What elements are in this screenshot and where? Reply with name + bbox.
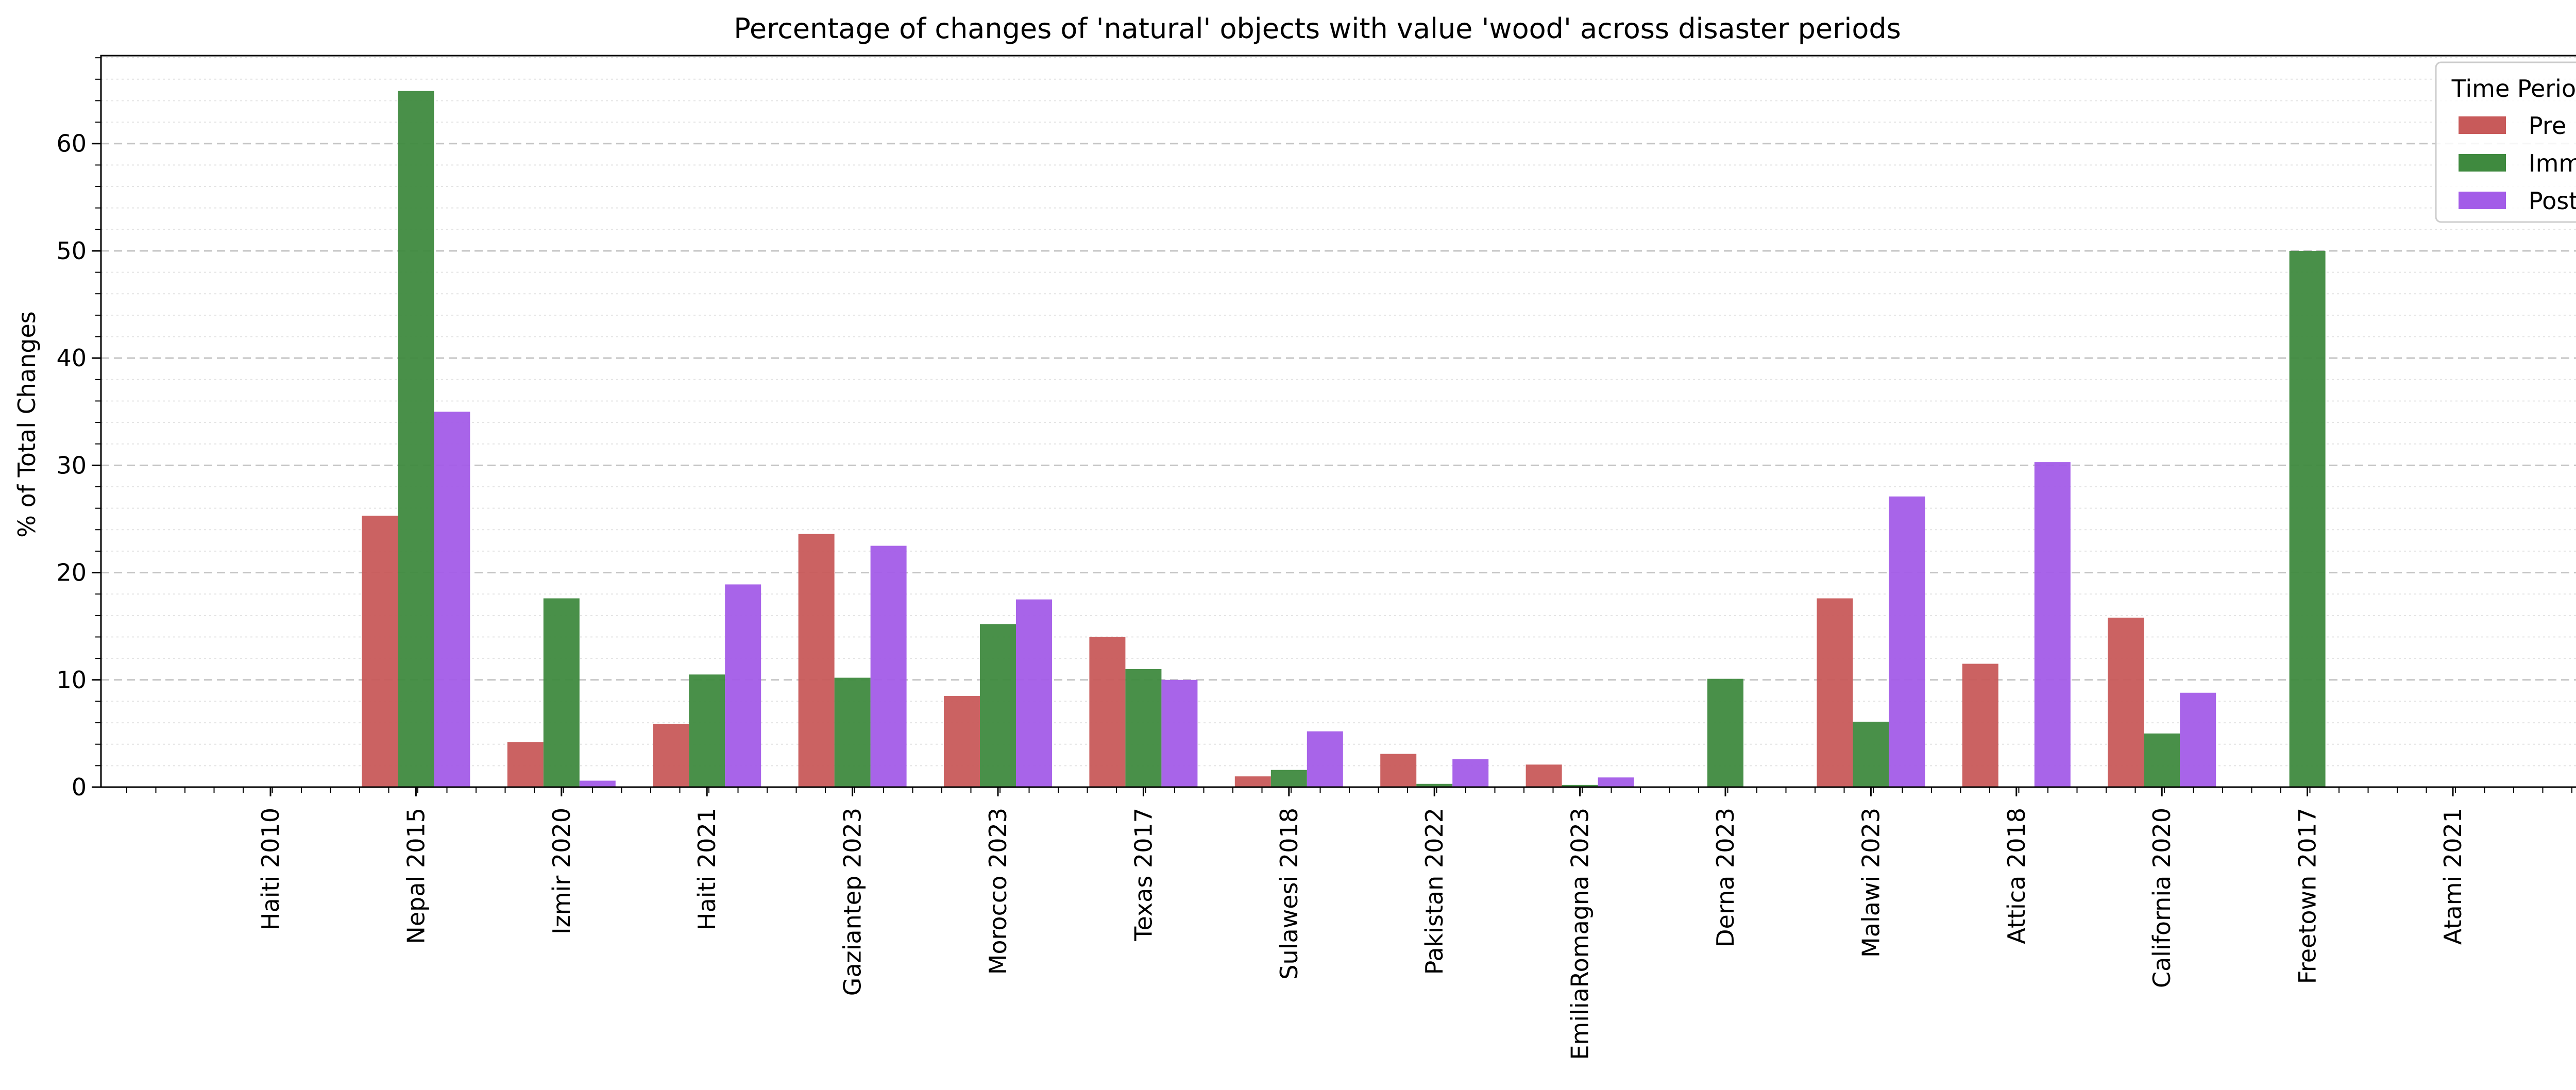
legend-swatch-pre <box>2459 116 2506 134</box>
bar-post <box>2180 692 2216 787</box>
bar-pre <box>653 724 689 787</box>
bar-imm <box>2144 733 2180 787</box>
bar-imm <box>1416 784 1453 787</box>
x-tick-label: Atami 2021 <box>2439 808 2467 945</box>
bar-imm <box>398 91 434 787</box>
bar-post <box>1889 496 1925 787</box>
legend-swatch-imm <box>2459 154 2506 172</box>
bar-pre <box>1380 754 1417 787</box>
bar-post <box>434 412 470 787</box>
x-tick-label: Malawi 2023 <box>1857 808 1885 958</box>
x-tick-label: Sulawesi 2018 <box>1275 808 1303 980</box>
bar-pre <box>507 742 544 787</box>
bar-imm <box>834 677 871 787</box>
x-tick-label: California 2020 <box>2148 808 2176 988</box>
bar-pre <box>1526 764 1562 787</box>
x-tick-label: Freetown 2017 <box>2294 808 2321 984</box>
bar-imm <box>1125 669 1162 787</box>
x-tick-label: Gaziantep 2023 <box>839 808 867 996</box>
bar-post <box>1598 777 1634 787</box>
bar-post <box>579 780 616 787</box>
bar-imm <box>1853 721 1889 787</box>
x-tick-label: Pakistan 2022 <box>1420 808 1448 975</box>
bar-post <box>725 584 761 787</box>
bar-imm <box>543 598 580 787</box>
axes: 0 10 20 30 40 50 60 Haiti 2010 Nepal 2015 Izmir 2… <box>56 57 2572 1060</box>
y-axis-label: % of Total Changes <box>13 311 41 537</box>
x-tick-label: Haiti 2010 <box>257 808 284 930</box>
x-tick-label: Derna 2023 <box>1711 808 1739 947</box>
bar-pre <box>1962 663 1998 787</box>
y-tick-label: 50 <box>56 237 87 265</box>
y-tick-label: 0 <box>72 773 87 801</box>
legend-swatch-post <box>2459 192 2506 209</box>
y-tick-label: 60 <box>56 130 87 158</box>
x-tick-label: Morocco 2023 <box>984 808 1012 975</box>
bar-imm <box>1707 678 1743 787</box>
bar-post <box>1307 731 1343 787</box>
bar-pre <box>944 696 980 787</box>
bars <box>362 91 2326 787</box>
x-tick-label: Izmir 2020 <box>548 808 575 934</box>
bar-pre <box>1817 598 1853 787</box>
bar-pre <box>798 534 835 787</box>
legend-label-pre: Pre <box>2529 112 2566 140</box>
x-tick-label: EmiliaRomagna 2023 <box>1566 808 1594 1060</box>
legend: Time Period Pre Imm Post <box>2435 61 2576 223</box>
plot-frame <box>100 55 2576 788</box>
x-tick-label: Haiti 2021 <box>693 808 721 930</box>
bar-pre <box>1234 776 1271 787</box>
bar-pre <box>1089 637 1126 787</box>
bar-post <box>1452 759 1489 787</box>
y-tick-label: 20 <box>56 559 87 587</box>
bar-pre <box>2108 618 2144 787</box>
bar-imm <box>689 674 725 787</box>
legend-label-post: Post <box>2529 187 2576 215</box>
x-tick-label: Texas 2017 <box>1129 808 1157 942</box>
legend-label-imm: Imm <box>2529 149 2576 177</box>
bar-imm <box>2289 250 2326 787</box>
bar-post <box>1161 679 1198 787</box>
y-tick-label: 40 <box>56 344 87 372</box>
bar-pre <box>362 516 398 787</box>
legend-title: Time Period <box>2451 75 2576 103</box>
bar-post <box>2034 462 2071 787</box>
bar-imm <box>980 624 1016 787</box>
x-tick-label: Attica 2018 <box>2003 808 2030 944</box>
bar-post <box>870 546 907 787</box>
y-tick-label: 10 <box>56 666 87 694</box>
y-tick-label: 30 <box>56 451 87 479</box>
bar-imm <box>1562 785 1598 787</box>
bar-post <box>1016 599 1052 787</box>
x-tick-label: Nepal 2015 <box>402 808 430 944</box>
bar-imm <box>1270 770 1307 787</box>
grid <box>101 57 2576 767</box>
chart-title: Percentage of changes of 'natural' objec… <box>734 12 1901 45</box>
legend-box <box>2435 61 2576 223</box>
